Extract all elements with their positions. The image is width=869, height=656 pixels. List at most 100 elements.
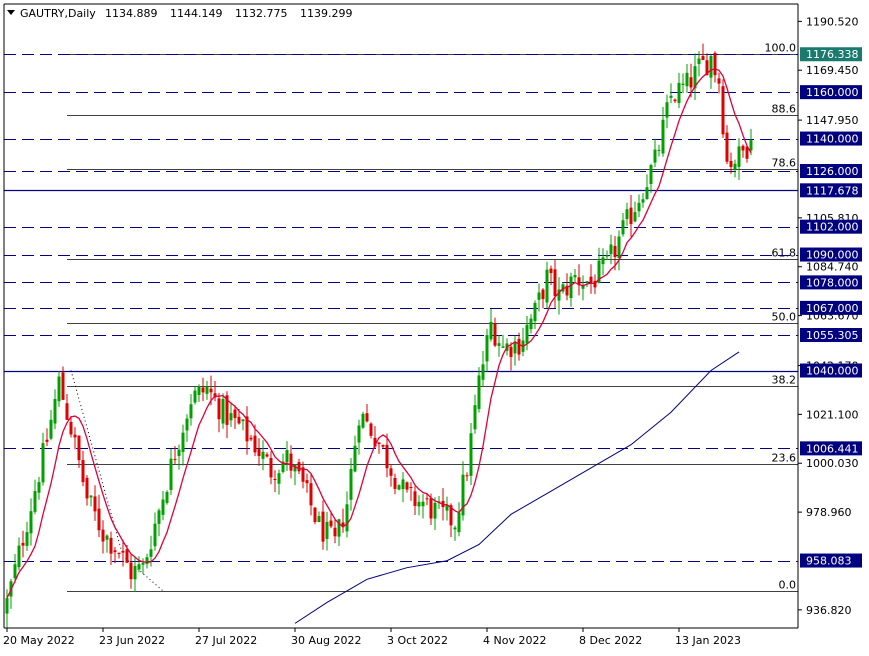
candle (321, 500, 325, 550)
candle-body (665, 102, 669, 118)
y-tick-label: 978.960 (806, 506, 852, 519)
candle (657, 144, 661, 157)
candle-body (173, 458, 177, 460)
candle (645, 174, 649, 200)
slow-moving-average-line (294, 351, 740, 624)
price-level-badge-label: 1176.338 (806, 48, 859, 61)
candle-body (401, 479, 405, 490)
candle-body (465, 475, 469, 477)
candle-body (601, 257, 605, 265)
candle-body (653, 149, 657, 163)
candle (185, 414, 189, 442)
candle-body (549, 268, 553, 274)
candle (697, 51, 701, 77)
candle-body (153, 523, 157, 547)
candle (445, 496, 449, 521)
candle-body (41, 443, 45, 483)
candle-body (169, 458, 173, 490)
candle (17, 537, 21, 571)
candle (429, 493, 433, 526)
candle-body (261, 451, 265, 459)
y-tick-label: 1147.950 (806, 114, 859, 127)
candle-body (481, 364, 485, 380)
price-level-badge-label: 1117.678 (806, 184, 859, 197)
candle (157, 508, 161, 537)
candle-body (545, 269, 549, 303)
candle-body (397, 485, 401, 490)
candle (277, 469, 281, 495)
price-level-badge-label: 1055.305 (806, 329, 859, 342)
x-tick-label: 30 Aug 2022 (291, 634, 361, 647)
candle (301, 461, 305, 489)
candle-body (497, 343, 501, 346)
candle-body (53, 398, 57, 424)
candle-body (433, 502, 437, 519)
candle (549, 265, 553, 286)
candle (569, 272, 573, 307)
candle-body (285, 450, 289, 463)
candle (81, 450, 85, 487)
price-level-badge-box (800, 363, 862, 378)
candle-body (301, 467, 305, 482)
dropdown-triangle-icon[interactable] (7, 10, 15, 15)
candle (317, 511, 321, 523)
candle (485, 328, 489, 372)
candle (509, 342, 513, 371)
candle-body (273, 478, 277, 480)
candle (233, 405, 237, 429)
y-tick-label: 1084.740 (806, 261, 859, 274)
candle (533, 300, 537, 329)
candle (69, 416, 73, 438)
candle-body (353, 445, 357, 472)
candle-body (193, 390, 197, 403)
candle (229, 402, 233, 427)
ohlc-low: 1132.775 (235, 7, 288, 20)
price-level-badge-box (800, 275, 862, 290)
candle-body (117, 552, 121, 554)
candle-body (681, 83, 685, 85)
y-tick-label: 1021.100 (806, 408, 859, 421)
candle-body (425, 498, 429, 500)
candle (449, 503, 453, 538)
candle-body (713, 52, 717, 76)
candle (137, 556, 141, 573)
price-level-badge: 1090.000 (800, 247, 862, 262)
fast-moving-average-line (6, 68, 752, 599)
candle-body (741, 145, 745, 151)
candle-body (701, 56, 705, 60)
candle (613, 236, 617, 271)
price-level-badge-label: 1126.000 (806, 165, 859, 178)
candle (61, 366, 65, 401)
candle-body (721, 86, 725, 135)
candle-body (265, 454, 269, 457)
candle (325, 511, 329, 551)
candle (537, 283, 541, 312)
candle-body (29, 511, 33, 534)
candle (249, 434, 253, 442)
candle-body (453, 527, 457, 530)
candle-body (69, 421, 73, 435)
candle-body (645, 187, 649, 200)
candle-body (189, 404, 193, 419)
candle-body (133, 565, 137, 580)
candle (353, 435, 357, 473)
candle (305, 473, 309, 493)
candle (245, 406, 249, 455)
candle-body (129, 562, 133, 580)
candle (285, 441, 289, 471)
candle (673, 98, 677, 104)
candle (289, 445, 293, 479)
candle-body (297, 462, 301, 472)
candle (173, 446, 177, 464)
candle (681, 73, 685, 94)
candle-body (477, 375, 481, 409)
candle (653, 138, 657, 168)
candle-body (469, 433, 473, 476)
candle-body (697, 58, 701, 65)
candle-body (557, 289, 561, 301)
candle-body (621, 220, 625, 235)
candle (421, 493, 425, 519)
candle-body (581, 284, 585, 289)
candle-body (337, 519, 341, 537)
candle (489, 308, 493, 342)
